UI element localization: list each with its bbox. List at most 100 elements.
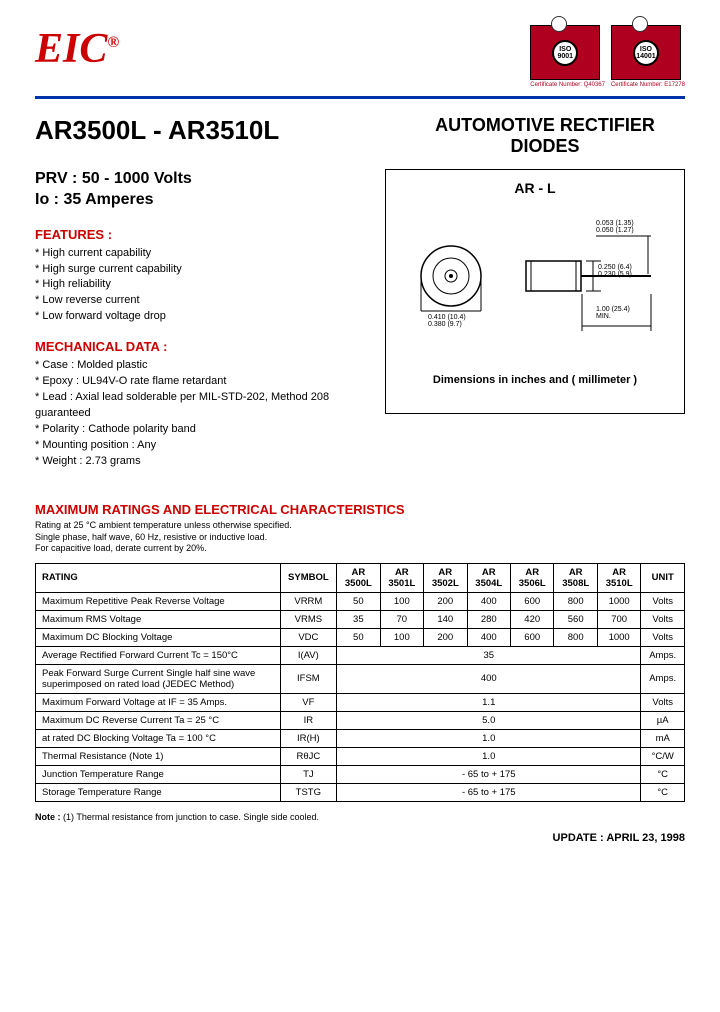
- table-row: Maximum RMS VoltageVRMS35701402804205607…: [36, 610, 685, 628]
- value-cell: 600: [510, 628, 553, 646]
- table-row: Maximum DC Reverse Current Ta = 25 °CIR5…: [36, 711, 685, 729]
- unit-cell: °C: [641, 783, 685, 801]
- table-header: AR3510L: [597, 563, 640, 592]
- rating-cell: Average Rectified Forward Current Tc = 1…: [36, 646, 281, 664]
- dim-height: 0.250 (6.4) 0.230 (5.9): [598, 264, 632, 278]
- cert-badge-iso14001: ISO 14001 Certificate Number: E17278: [611, 25, 685, 88]
- table-row: Thermal Resistance (Note 1)RθJC1.0°C/W: [36, 747, 685, 765]
- rating-cell: Maximum Forward Voltage at IF = 35 Amps.: [36, 693, 281, 711]
- value-cell: 1.0: [337, 729, 641, 747]
- table-row: Maximum Forward Voltage at IF = 35 Amps.…: [36, 693, 685, 711]
- table-row: Maximum Repetitive Peak Reverse VoltageV…: [36, 592, 685, 610]
- part-number: AR3500L - AR3510L: [35, 115, 279, 146]
- symbol-cell: VF: [280, 693, 337, 711]
- header: EIC® ISO 9001 Certificate Number: Q40367…: [35, 25, 685, 88]
- value-cell: 50: [337, 592, 380, 610]
- table-header: AR3506L: [510, 563, 553, 592]
- unit-cell: Volts: [641, 610, 685, 628]
- symbol-cell: VRRM: [280, 592, 337, 610]
- table-header: RATING: [36, 563, 281, 592]
- symbol-cell: TSTG: [280, 783, 337, 801]
- unit-cell: mA: [641, 729, 685, 747]
- value-cell: 600: [510, 592, 553, 610]
- value-cell: 140: [424, 610, 467, 628]
- unit-cell: Amps.: [641, 646, 685, 664]
- value-cell: 400: [337, 664, 641, 693]
- table-header: AR3500L: [337, 563, 380, 592]
- value-cell: 200: [424, 628, 467, 646]
- mechanical-item: Polarity : Cathode polarity band: [35, 422, 375, 438]
- update-date: UPDATE : APRIL 23, 1998: [35, 832, 685, 844]
- unit-cell: °C/W: [641, 747, 685, 765]
- footnote: Note : Note : (1) Thermal resistance fro…: [35, 812, 685, 822]
- rating-cell: Maximum Repetitive Peak Reverse Voltage: [36, 592, 281, 610]
- rating-cell: Storage Temperature Range: [36, 783, 281, 801]
- value-cell: 400: [467, 592, 510, 610]
- rating-cell: Junction Temperature Range: [36, 765, 281, 783]
- value-cell: 700: [597, 610, 640, 628]
- symbol-cell: VDC: [280, 628, 337, 646]
- value-cell: 400: [467, 628, 510, 646]
- feature-item: High reliability: [35, 277, 375, 293]
- value-cell: 800: [554, 592, 597, 610]
- company-logo: EIC®: [35, 25, 119, 73]
- diagram-title: AR - L: [396, 180, 674, 196]
- value-cell: 420: [510, 610, 553, 628]
- dim-body-dia: 0.410 (10.4) 0.380 (9.7): [428, 314, 466, 328]
- table-header: AR3502L: [424, 563, 467, 592]
- value-cell: 35: [337, 646, 641, 664]
- ratings-table: RATINGSYMBOLAR3500LAR3501LAR3502LAR3504L…: [35, 563, 685, 802]
- value-cell: 35: [337, 610, 380, 628]
- rating-cell: Maximum DC Reverse Current Ta = 25 °C: [36, 711, 281, 729]
- value-cell: 560: [554, 610, 597, 628]
- unit-cell: Amps.: [641, 664, 685, 693]
- mechanical-item: Epoxy : UL94V-O rate flame retardant: [35, 374, 375, 390]
- table-header: UNIT: [641, 563, 685, 592]
- rating-cell: at rated DC Blocking Voltage Ta = 100 °C: [36, 729, 281, 747]
- table-row: Storage Temperature RangeTSTG- 65 to + 1…: [36, 783, 685, 801]
- value-cell: 200: [424, 592, 467, 610]
- table-row: at rated DC Blocking Voltage Ta = 100 °C…: [36, 729, 685, 747]
- cert-badge-iso9001: ISO 9001 Certificate Number: Q40367: [530, 25, 605, 88]
- mechanical-item: Case : Molded plastic: [35, 358, 375, 374]
- table-header: AR3501L: [380, 563, 423, 592]
- unit-cell: Volts: [641, 628, 685, 646]
- mechanical-list: Case : Molded plasticEpoxy : UL94V-O rat…: [35, 358, 375, 470]
- table-header: AR3508L: [554, 563, 597, 592]
- value-cell: 50: [337, 628, 380, 646]
- symbol-cell: TJ: [280, 765, 337, 783]
- table-row: Peak Forward Surge Current Single half s…: [36, 664, 685, 693]
- title-row: AR3500L - AR3510L AUTOMOTIVE RECTIFIER D…: [35, 115, 685, 157]
- symbol-cell: VRMS: [280, 610, 337, 628]
- ratings-heading: MAXIMUM RATINGS AND ELECTRICAL CHARACTER…: [35, 502, 685, 517]
- symbol-cell: RθJC: [280, 747, 337, 765]
- symbol-cell: IFSM: [280, 664, 337, 693]
- symbol-cell: IR(H): [280, 729, 337, 747]
- value-cell: 1000: [597, 628, 640, 646]
- value-cell: 280: [467, 610, 510, 628]
- dimension-note: Dimensions in inches and ( millimeter ): [396, 374, 674, 386]
- value-cell: 100: [380, 592, 423, 610]
- product-title: AUTOMOTIVE RECTIFIER DIODES: [405, 115, 685, 157]
- unit-cell: Volts: [641, 592, 685, 610]
- feature-item: High current capability: [35, 246, 375, 262]
- package-diagram: AR - L: [385, 169, 685, 414]
- dim-lead-len: 1.00 (25.4) MIN.: [596, 306, 630, 320]
- mechanical-item: Mounting position : Any: [35, 438, 375, 454]
- ratings-note: Rating at 25 °C ambient temperature unle…: [35, 520, 685, 555]
- unit-cell: °C: [641, 765, 685, 783]
- table-header: AR3504L: [467, 563, 510, 592]
- diode-drawing: [396, 206, 676, 356]
- unit-cell: µA: [641, 711, 685, 729]
- rating-cell: Maximum DC Blocking Voltage: [36, 628, 281, 646]
- table-row: Average Rectified Forward Current Tc = 1…: [36, 646, 685, 664]
- table-row: Maximum DC Blocking VoltageVDC5010020040…: [36, 628, 685, 646]
- table-row: Junction Temperature RangeTJ- 65 to + 17…: [36, 765, 685, 783]
- prv-spec: PRV : 50 - 1000 Volts: [35, 169, 375, 190]
- rating-cell: Thermal Resistance (Note 1): [36, 747, 281, 765]
- io-spec: Io : 35 Amperes: [35, 190, 375, 211]
- value-cell: - 65 to + 175: [337, 765, 641, 783]
- value-cell: 70: [380, 610, 423, 628]
- value-cell: 1.1: [337, 693, 641, 711]
- mechanical-item: Weight : 2.73 grams: [35, 454, 375, 470]
